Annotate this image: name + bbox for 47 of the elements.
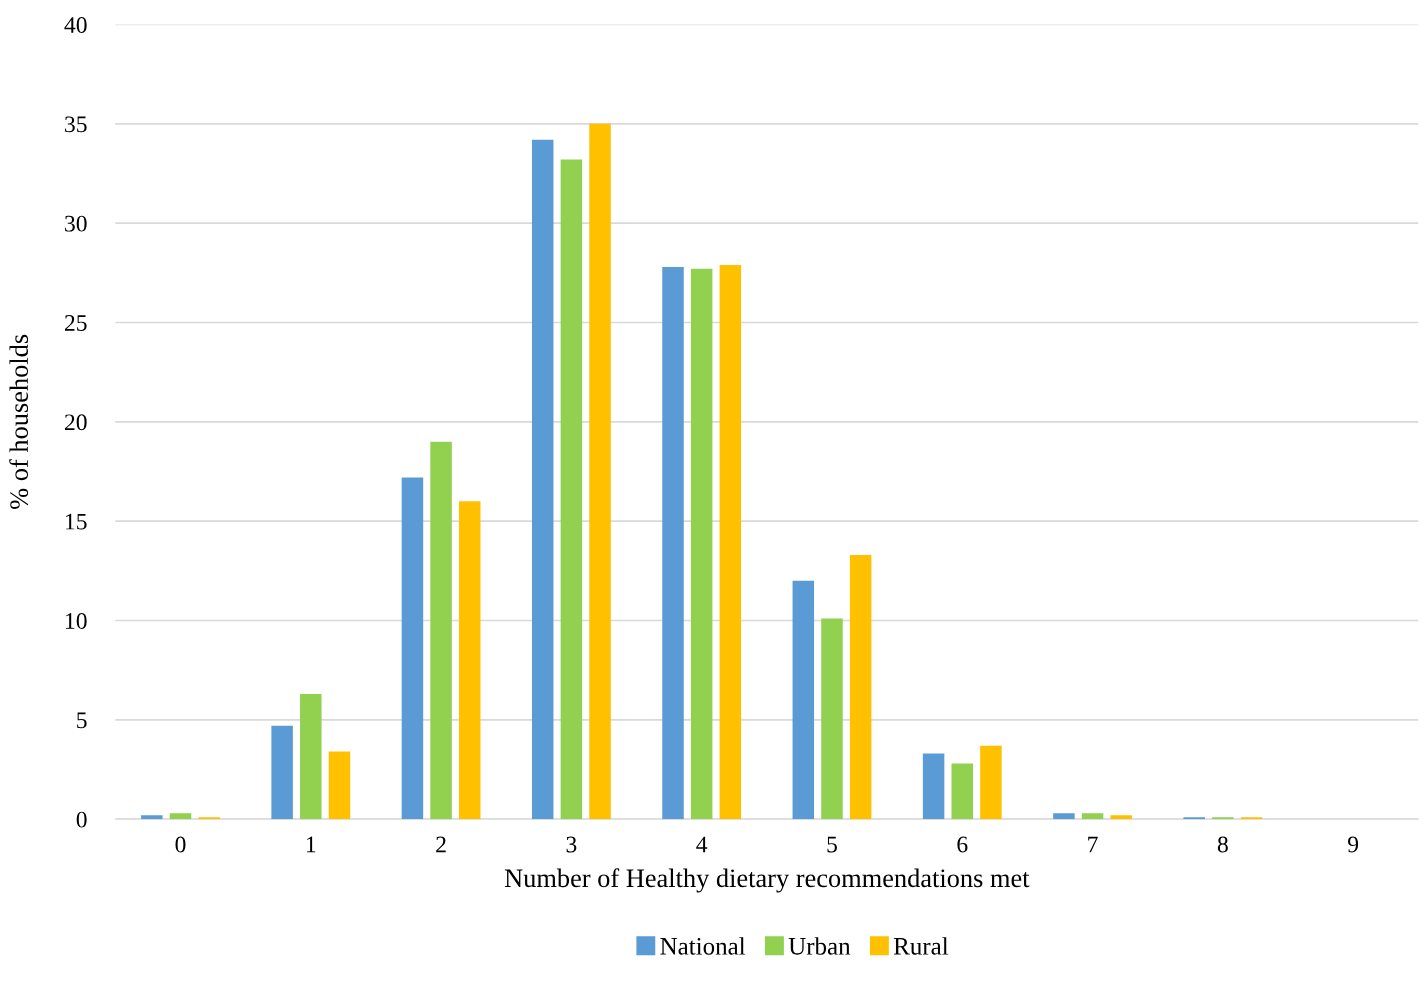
bar	[169, 813, 192, 820]
legend-label: Rural	[893, 937, 949, 955]
y-tick-label: 0	[76, 811, 87, 828]
x-tick-label: 8	[1217, 836, 1228, 853]
bar	[1110, 815, 1132, 820]
bar	[531, 139, 554, 820]
y-tick-label: 25	[64, 315, 87, 331]
y-tick-label: 15	[66, 513, 87, 530]
x-tick-label: 1	[306, 836, 316, 853]
x-tick-label: 4	[696, 836, 708, 853]
bar	[922, 753, 945, 820]
y-tick-label: 20	[64, 414, 87, 431]
y-axis-title: % of households	[9, 334, 29, 509]
bar	[328, 751, 351, 820]
x-tick-label: 6	[957, 836, 968, 853]
bar	[271, 725, 293, 820]
bar	[821, 618, 843, 820]
bar	[401, 477, 424, 820]
legend-label: National	[660, 937, 746, 955]
y-tick-label: 5	[77, 712, 87, 729]
bar	[1053, 813, 1075, 820]
bar	[1081, 813, 1104, 820]
bar	[980, 745, 1002, 820]
bar	[589, 123, 611, 820]
bar	[300, 693, 322, 820]
bar	[430, 441, 452, 820]
x-tick-label: 5	[827, 836, 837, 853]
bar	[690, 268, 713, 820]
bar	[719, 264, 742, 820]
bar	[560, 159, 583, 820]
y-tick-label: 40	[64, 17, 87, 33]
legend-label: Urban	[788, 937, 851, 955]
bar	[792, 580, 815, 820]
bar	[141, 815, 163, 820]
x-tick-label: 9	[1348, 836, 1359, 853]
y-tick-label: 30	[65, 215, 87, 232]
bar	[459, 501, 481, 820]
x-axis-title: Number of Healthy dietary recommendations met	[504, 868, 1030, 893]
bar	[951, 763, 974, 820]
x-tick-label: 3	[566, 836, 577, 853]
x-tick-label: 7	[1088, 836, 1098, 853]
y-tick-label: 10	[66, 612, 87, 629]
x-tick-label: 2	[436, 836, 446, 853]
x-tick-label: 0	[175, 836, 186, 853]
y-tick-label: 35	[65, 116, 87, 133]
bar	[662, 266, 684, 820]
bar	[849, 554, 872, 820]
